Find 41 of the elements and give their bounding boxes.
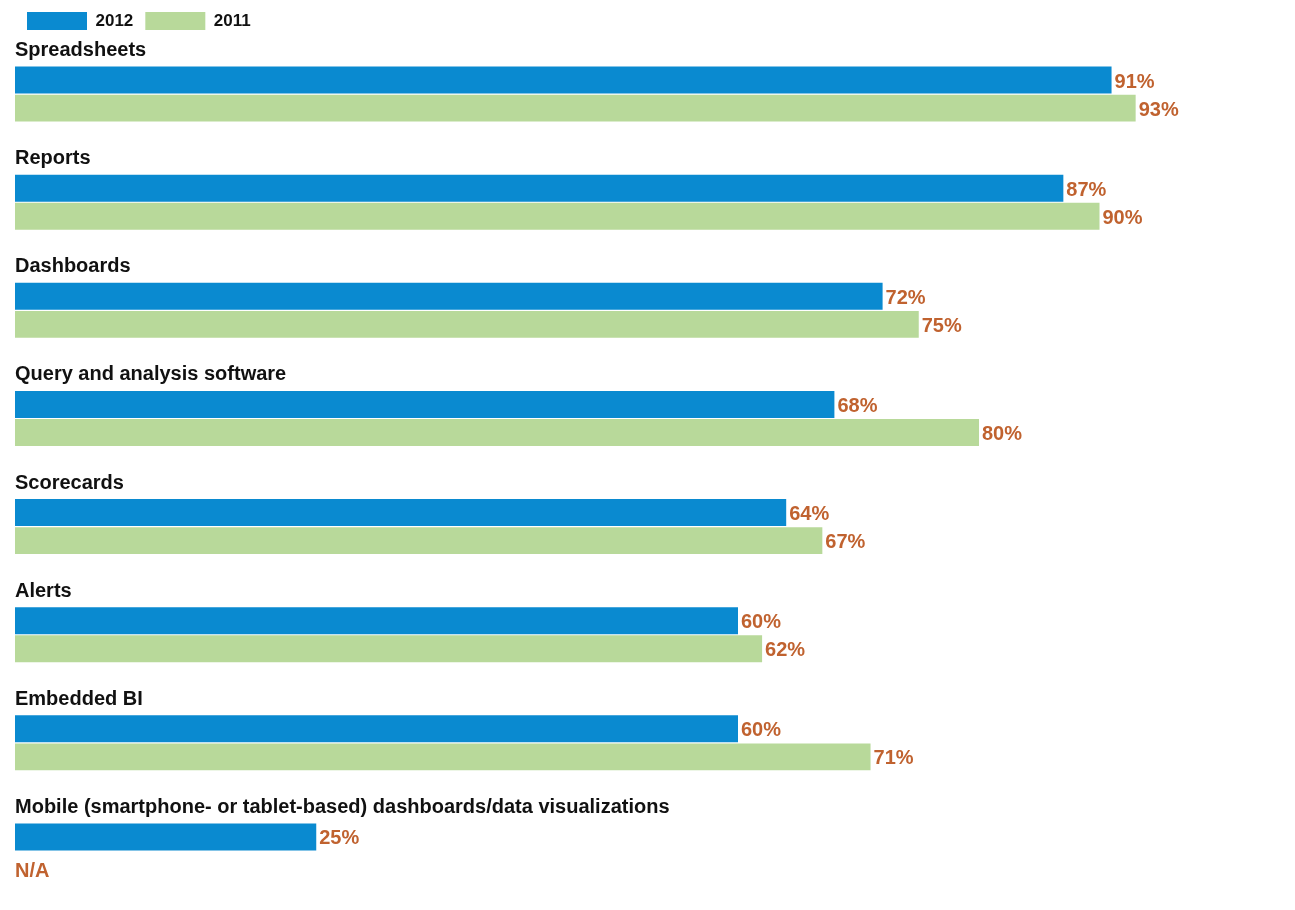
y-tick-label: Alerts	[15, 578, 72, 601]
bar	[15, 390, 835, 418]
y-tick-label: Spreadsheets	[15, 38, 147, 61]
bar	[15, 715, 738, 743]
bar	[15, 607, 738, 635]
data-label: 62%	[765, 638, 806, 661]
legend-label: 2012	[95, 10, 134, 30]
bar	[15, 823, 317, 851]
bar	[15, 282, 883, 310]
y-tick-label: Embedded BI	[15, 686, 143, 709]
legend-label: 2011	[213, 10, 251, 30]
data-label: 87%	[1066, 177, 1107, 200]
data-label: 91%	[1114, 69, 1155, 92]
data-label: 64%	[789, 502, 830, 525]
bar	[15, 419, 979, 446]
bar	[15, 94, 1136, 122]
bar	[15, 527, 823, 555]
data-label: 75%	[921, 313, 962, 336]
data-label: 71%	[873, 746, 914, 769]
y-tick-label: Reports	[15, 146, 91, 169]
data-label: 80%	[982, 422, 1023, 445]
bar	[15, 635, 763, 663]
text: N/A	[15, 858, 50, 881]
data-label: 93%	[1138, 97, 1179, 120]
y-tick-label: Mobile (smartphone- or tablet-based) dashboards/data visualizations	[15, 794, 670, 817]
data-label: 60%	[741, 718, 782, 741]
bar	[15, 66, 1112, 94]
data-label: 67%	[825, 530, 866, 553]
data-label: 60%	[741, 610, 782, 633]
y-tick-label: Query and analysis software	[15, 362, 287, 385]
bar	[15, 310, 919, 338]
bar	[15, 743, 871, 771]
data-label: 25%	[319, 826, 360, 849]
data-label: 90%	[1102, 205, 1143, 228]
data-label: 72%	[885, 285, 926, 308]
data-label: 68%	[837, 393, 878, 416]
bar	[15, 202, 1100, 230]
y-tick-label: Dashboards	[15, 254, 131, 277]
bar	[15, 499, 787, 526]
y-tick-label: Scorecards	[15, 470, 124, 493]
bar	[15, 174, 1064, 202]
